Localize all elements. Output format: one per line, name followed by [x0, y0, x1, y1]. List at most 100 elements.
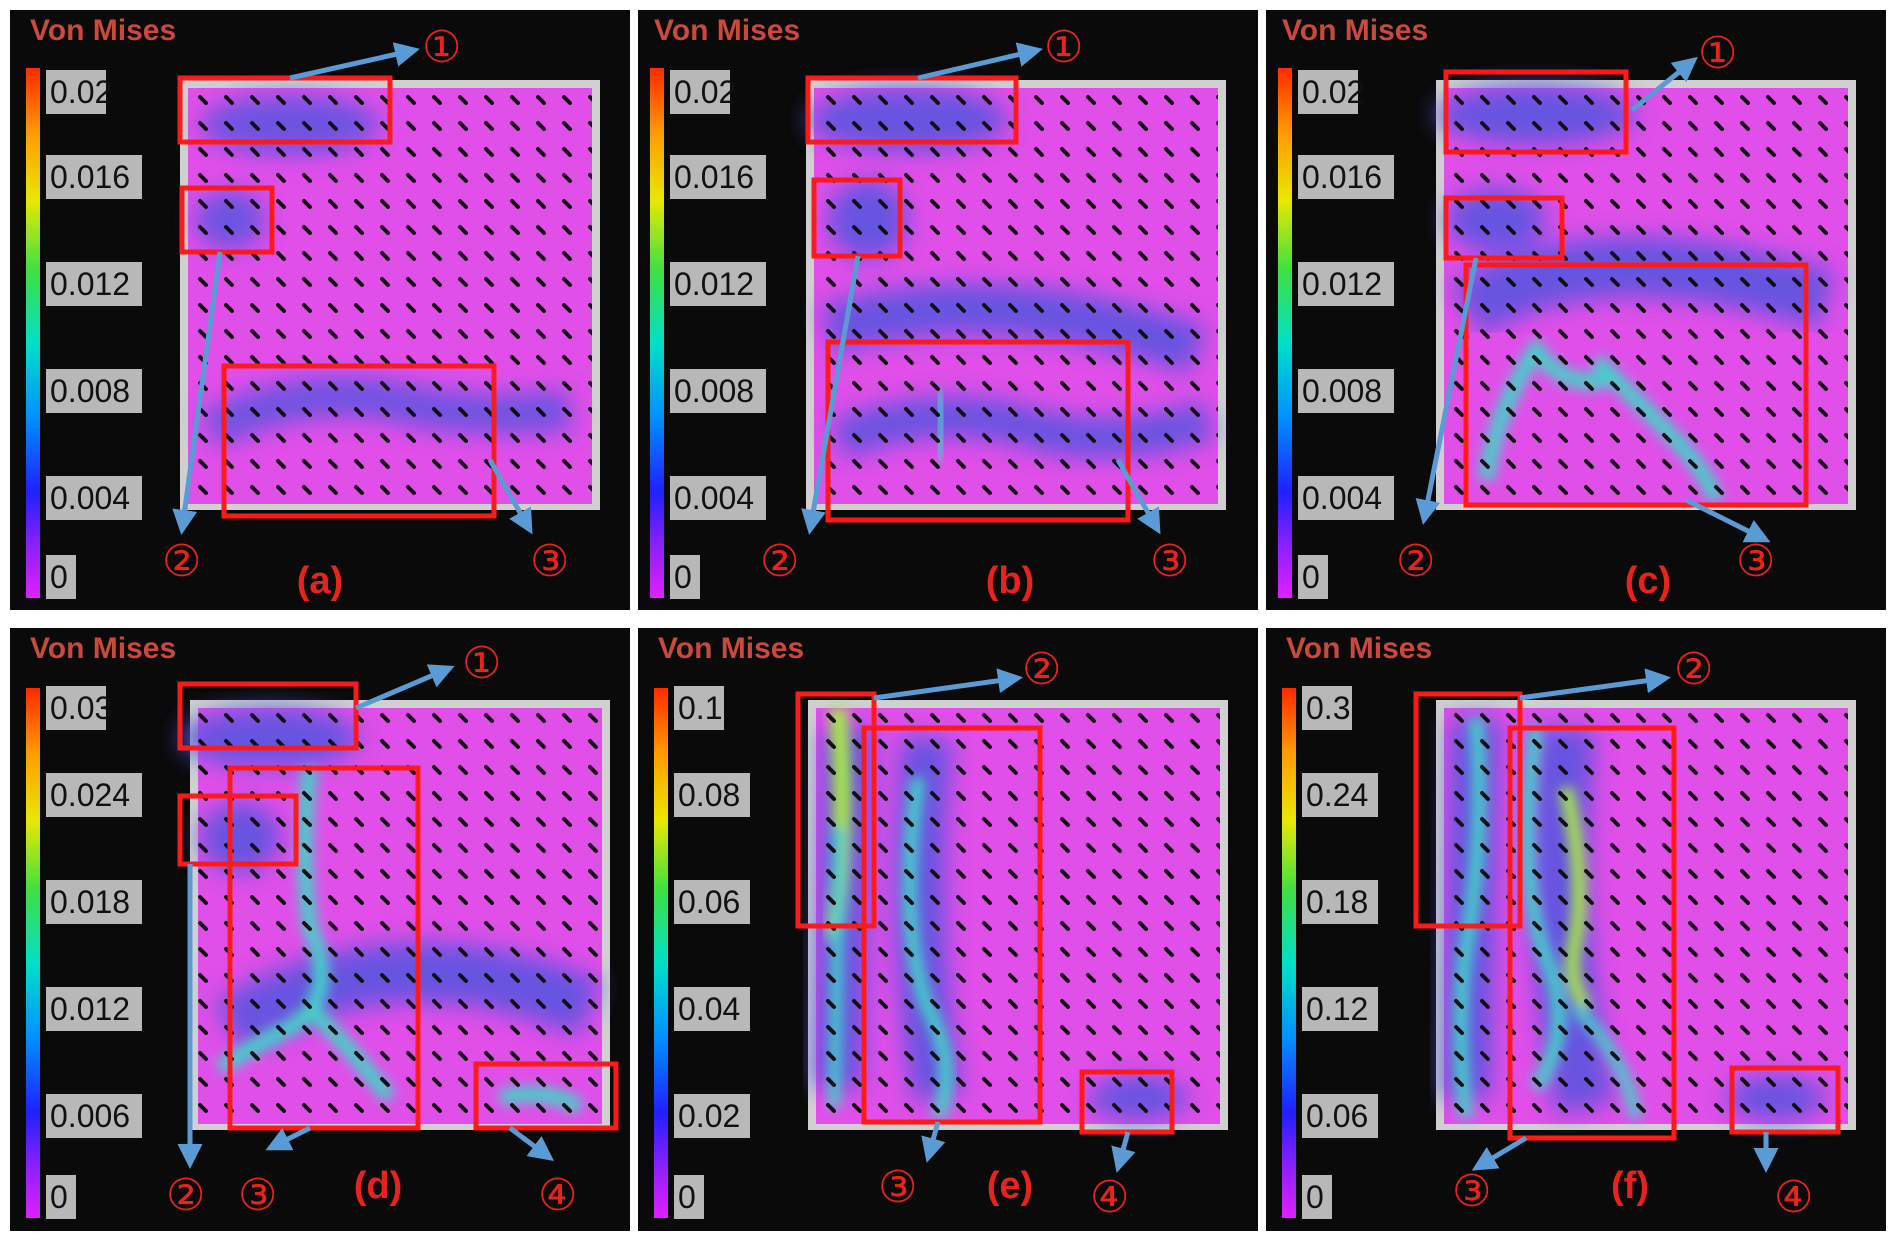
marker-1: ②: [1022, 644, 1061, 695]
highlight-box-4: [473, 1061, 619, 1131]
tick-3: 0.008: [1302, 373, 1382, 409]
tick-0: 0.02: [674, 74, 736, 110]
arrows: [873, 668, 1136, 1173]
marker-1: ①: [422, 22, 461, 73]
marker-2: ③: [878, 1162, 917, 1213]
highlight-box-3: [1729, 1065, 1841, 1135]
panel-e: Von Mises 0.1 0.08 0.06 0.04 0.02 0: [638, 628, 1258, 1231]
colorbar-ticks: 0.3 0.24 0.18 0.12 0.06 0: [1302, 686, 1378, 1219]
region-markers: ① ② ③ ④: [166, 638, 577, 1221]
marker-3: ④: [1090, 1172, 1129, 1223]
arrows: [1471, 668, 1779, 1173]
marker-3: ③: [1150, 536, 1189, 587]
highlight-box-1: [1443, 69, 1629, 155]
colorbar-title: Von Mises: [30, 632, 176, 665]
arrows: [172, 42, 533, 535]
tick-5: 0: [674, 559, 692, 595]
region-markers: ① ② ③: [760, 22, 1189, 587]
marker-2: ②: [1396, 536, 1435, 587]
colorbar-ticks: 0.1 0.08 0.06 0.04 0.02 0: [674, 686, 750, 1219]
tick-4: 0.004: [1302, 480, 1382, 516]
arrows: [177, 664, 554, 1169]
highlight-box-1: [177, 681, 359, 751]
arrows: [801, 42, 1161, 535]
colorbar: [654, 688, 668, 1218]
highlight-box-2: [177, 793, 299, 867]
colorbar: [1278, 68, 1292, 598]
tick-0: 0.3: [1306, 690, 1350, 726]
marker-dot-grid: [188, 88, 592, 504]
region-markers: ② ③ ④: [878, 644, 1129, 1223]
colorbar-title: Von Mises: [654, 14, 800, 47]
marker-1: ①: [1044, 22, 1083, 73]
tick-5: 0: [50, 1179, 68, 1215]
marker-dot-grid: [1444, 708, 1848, 1124]
tick-4: 0.004: [50, 480, 130, 516]
panel-label: (d): [354, 1165, 403, 1207]
highlight-box-2: [1507, 725, 1677, 1141]
colorbar-ticks: 0.02 0.016 0.012 0.008 0.004 0: [46, 70, 142, 599]
colorbar-ticks: 0.02 0.016 0.012 0.008 0.004 0: [1298, 70, 1394, 599]
marker-2: ②: [162, 536, 201, 587]
colorbar-title: Von Mises: [658, 632, 804, 665]
tick-2: 0.018: [50, 884, 130, 920]
tick-0: 0.1: [678, 690, 722, 726]
region-markers: ② ③ ④: [1452, 644, 1813, 1223]
colorbar-title: Von Mises: [1286, 632, 1432, 665]
panel-f: Von Mises 0.3 0.24 0.18 0.12 0.06 0: [1266, 628, 1886, 1231]
panel-b: Von Mises 0.02 0.016 0.012 0.008 0.004 0: [638, 10, 1258, 610]
colorbar: [26, 688, 40, 1218]
marker-dot-grid: [1444, 88, 1848, 504]
marker-dot-grid: [814, 88, 1218, 504]
tick-3: 0.12: [1306, 991, 1368, 1027]
colorbar-title: Von Mises: [1282, 14, 1428, 47]
highlight-box-1: [177, 75, 393, 145]
colorbar-ticks: 0.02 0.016 0.012 0.008 0.004 0: [670, 70, 766, 599]
tick-0: 0.03: [50, 690, 112, 726]
tick-0: 0.02: [50, 74, 112, 110]
colorbar-ticks: 0.03 0.024 0.018 0.012 0.006 0: [46, 686, 142, 1219]
tick-2: 0.18: [1306, 884, 1368, 920]
tick-1: 0.24: [1306, 777, 1368, 813]
panel-a: Von Mises 0.02 0.016 0.012 0.008 0.004 0…: [10, 10, 630, 610]
region-markers: ① ② ③: [1396, 28, 1775, 587]
tick-4: 0.006: [50, 1098, 130, 1134]
tick-5: 0: [50, 559, 68, 595]
highlight-box-2: [1443, 195, 1565, 261]
tick-1: 0.024: [50, 777, 130, 813]
colorbar: [650, 68, 664, 598]
tick-3: 0.008: [50, 373, 130, 409]
highlight-box-3: [227, 765, 421, 1131]
highlight-box-1: [805, 75, 1019, 145]
marker-1: ①: [1698, 28, 1737, 79]
highlight-box-3: [1463, 262, 1809, 508]
marker-3: ③: [1736, 536, 1775, 587]
tick-5: 0: [678, 1179, 696, 1215]
tick-3: 0.012: [50, 991, 130, 1027]
marker-3: ③: [530, 536, 569, 587]
tick-1: 0.016: [50, 159, 130, 195]
highlight-box-1: [795, 691, 877, 929]
colorbar: [1282, 688, 1296, 1218]
colorbar-title: Von Mises: [30, 14, 176, 47]
tick-5: 0: [1302, 559, 1320, 595]
tick-2: 0.06: [678, 884, 740, 920]
tick-2: 0.012: [1302, 266, 1382, 302]
marker-4: ④: [538, 1170, 577, 1221]
marker-dot-grid: [198, 708, 602, 1124]
panel-label: (b): [986, 560, 1035, 602]
tick-1: 0.016: [1302, 159, 1382, 195]
tick-3: 0.04: [678, 991, 740, 1027]
marker-2: ③: [1452, 1166, 1491, 1217]
marker-3: ③: [238, 1170, 277, 1221]
panel-d: Von Mises 0.03 0.024 0.018 0.012 0.006 0: [10, 628, 630, 1231]
highlight-box-2: [861, 725, 1043, 1125]
tick-2: 0.012: [674, 266, 754, 302]
tick-4: 0.004: [674, 480, 754, 516]
marker-1: ②: [1674, 644, 1713, 695]
tick-2: 0.012: [50, 266, 130, 302]
tick-1: 0.016: [674, 159, 754, 195]
panel-c: Von Mises 0.02 0.016 0.012 0.008 0.004 0: [1266, 10, 1886, 610]
panel-label: (f): [1611, 1165, 1649, 1207]
panel-label: (c): [1625, 560, 1671, 602]
